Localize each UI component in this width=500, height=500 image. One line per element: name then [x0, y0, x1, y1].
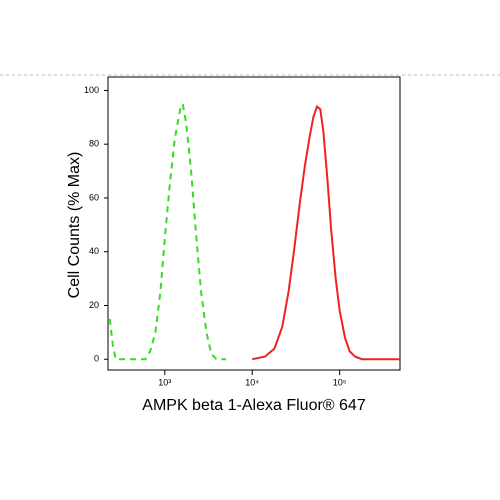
- y-tick-label: 40: [89, 246, 99, 256]
- y-tick-label: 20: [89, 300, 99, 310]
- x-tick-label: 10⁴: [245, 377, 259, 387]
- x-axis-label: AMPK beta 1-Alexa Fluor® 647: [142, 397, 366, 414]
- y-tick-label: 0: [94, 354, 99, 364]
- plot-frame: [107, 76, 401, 371]
- y-axis-label: Cell Counts (% Max): [66, 152, 83, 299]
- histogram-line: [252, 104, 400, 361]
- y-tick-label: 80: [89, 139, 99, 149]
- x-tick-label: 10³: [158, 377, 171, 387]
- y-tick-label: 60: [89, 192, 99, 202]
- x-tick-label: 10⁵: [333, 377, 347, 387]
- y-tick-label: 100: [84, 85, 99, 95]
- histogram-line: [108, 100, 226, 361]
